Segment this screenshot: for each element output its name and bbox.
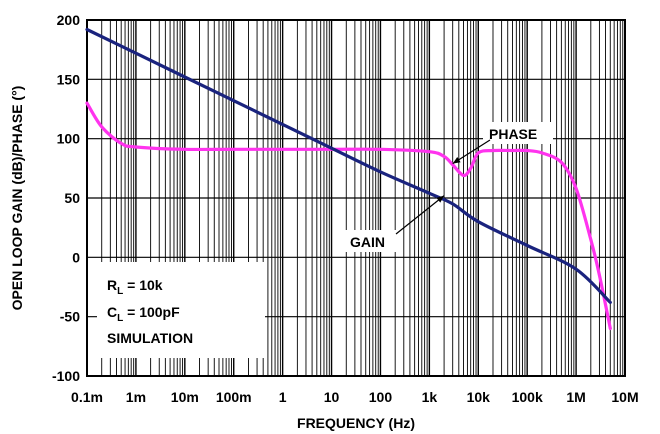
plot-frame [86,19,626,377]
y-tick-label: -50 [60,309,80,325]
phase-arrowhead [452,157,461,164]
x-tick-label: 10 [324,389,340,405]
x-tick-label: 0.1m [71,389,103,405]
x-tick-label: 100k [512,389,543,405]
gain-annotation-background [343,230,399,252]
y-tick-labels: 200 150 100 50 0 -50 -100 [52,12,80,384]
load-capacitance-label: CL = 100pF [107,304,180,324]
x-tick-label: 1k [422,389,438,405]
x-tick-label: 10M [611,389,638,405]
x-axis-title: FREQUENCY (Hz) [297,415,415,431]
gain-annotation: GAIN [343,195,445,252]
gain-annotation-arrow [395,195,445,235]
phase-annotation: PHASE [452,122,553,165]
x-tick-label: 10k [467,389,491,405]
x-tick-label: 100m [216,389,252,405]
x-tick-label: 1M [566,389,585,405]
conditions-box: RL = 10k CL = 100pF SIMULATION [97,262,265,358]
x-tick-label: 1m [126,389,146,405]
y-tick-label: 150 [57,71,81,87]
phase-annotation-label: PHASE [489,126,537,142]
y-tick-label: 50 [64,190,80,206]
gain-arrowhead [436,195,445,203]
y-tick-label: 200 [57,12,81,28]
y-axis-title: OPEN LOOP GAIN (dB)/PHASE (°) [9,86,25,311]
x-tick-labels: 0.1m 1m 10m 100m 1 10 100 1k 10k 100k 1M 10M [71,389,639,405]
simulation-label: SIMULATION [107,330,193,346]
y-tick-label: 0 [72,249,80,265]
phase-annotation-background [483,122,553,144]
gain-series-line [85,27,612,304]
series-lines [85,27,612,331]
phase-series-line [85,101,612,331]
load-resistance-label: RL = 10k [107,277,163,297]
y-tick-label: 100 [57,131,81,147]
x-tick-label: 100 [369,389,393,405]
gain-annotation-label: GAIN [350,234,385,250]
y-tick-label: -100 [52,368,80,384]
x-tick-label: 10m [171,389,199,405]
conditions-box-background [97,262,265,358]
x-tick-label: 1 [279,389,287,405]
